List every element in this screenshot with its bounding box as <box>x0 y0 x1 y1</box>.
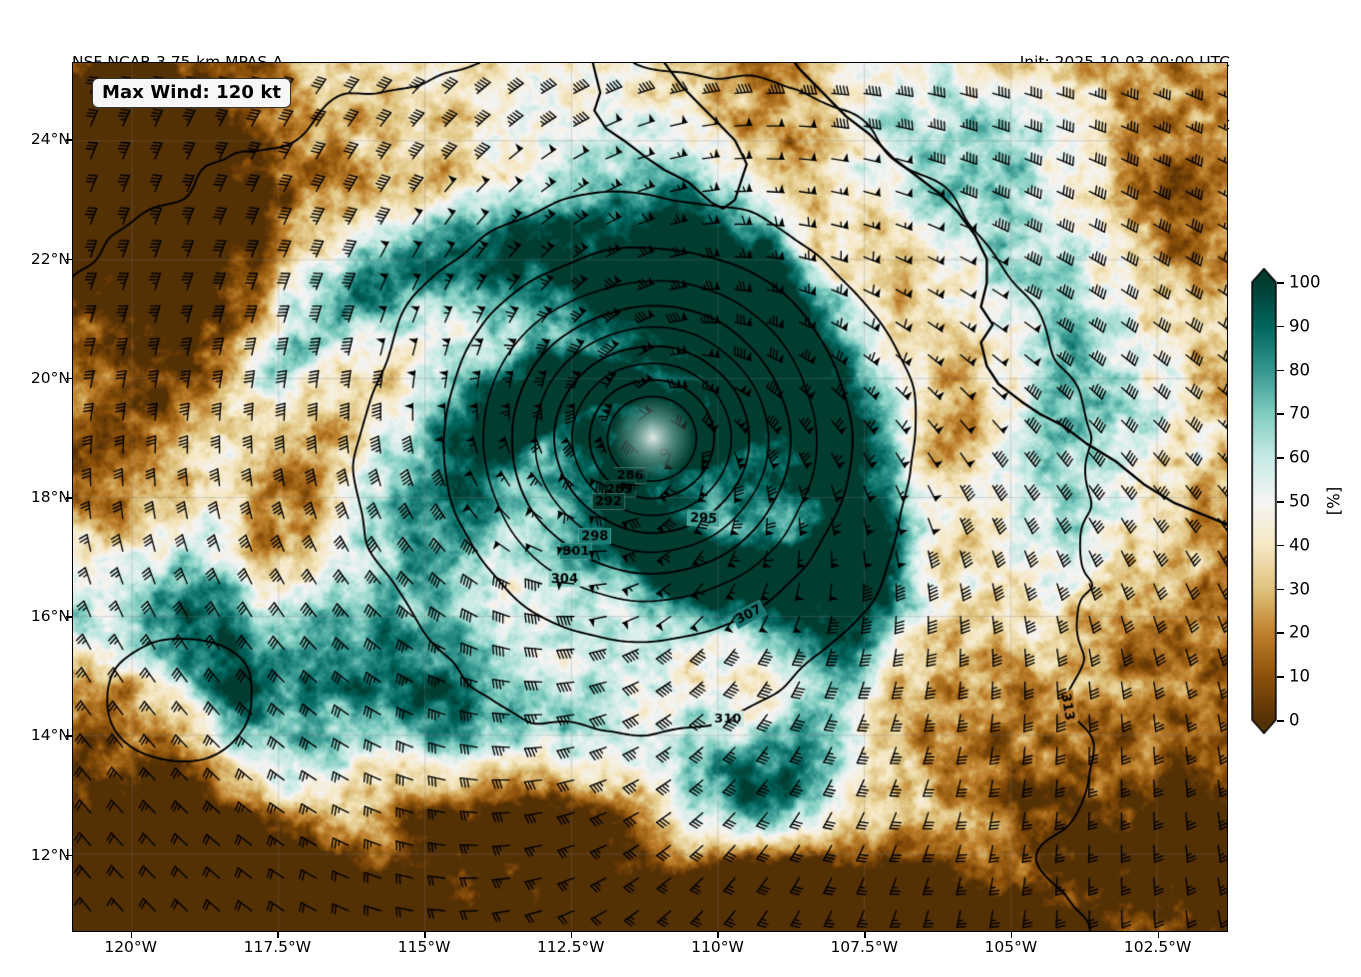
colorbar-tick-mark <box>1277 369 1284 372</box>
x-axis-tick-label: 112.5°W <box>537 938 605 956</box>
colorbar-tick-mark <box>1277 632 1284 634</box>
x-tick-mark <box>1157 932 1160 938</box>
x-axis-tick-label: 110°W <box>691 938 744 956</box>
x-axis-tick-label: 107.5°W <box>830 938 898 956</box>
colorbar-tick-label: 50 <box>1289 491 1310 511</box>
colorbar-tick-label: 30 <box>1289 579 1310 599</box>
colorbar-tick-label: 80 <box>1289 360 1310 380</box>
y-axis-tick-label: 24°N <box>30 130 70 149</box>
colorbar-tick-mark <box>1277 413 1284 415</box>
colorbar-unit-label: [%] <box>1324 486 1344 516</box>
colorbar-tick-label: 20 <box>1289 622 1310 642</box>
y-tick-mark <box>66 616 72 618</box>
x-tick-mark <box>1010 932 1013 938</box>
y-axis-tick-label: 22°N <box>30 249 70 268</box>
y-tick-mark <box>66 735 72 737</box>
max-wind-annotation: Max Wind: 120 kt <box>92 78 292 108</box>
y-tick-mark <box>66 854 72 857</box>
y-tick-mark <box>66 377 72 380</box>
x-axis-tick-label: 102.5°W <box>1123 938 1192 956</box>
colorbar-tick-mark <box>1277 720 1284 722</box>
relative-humidity-map <box>73 63 1227 931</box>
colorbar-tick-mark <box>1277 282 1284 284</box>
x-tick-mark <box>130 932 133 938</box>
x-axis-tick-label: 117.5°W <box>243 938 312 956</box>
x-tick-mark <box>424 932 426 938</box>
colorbar-tick-mark <box>1277 501 1284 503</box>
colorbar-gradient <box>1251 268 1277 734</box>
colorbar-tick-label: 70 <box>1289 403 1310 423</box>
colorbar-tick-mark <box>1277 676 1284 678</box>
y-axis-tick-label: 12°N <box>30 845 70 864</box>
colorbar-tick-label: 60 <box>1289 447 1310 467</box>
colorbar-tick-mark <box>1277 325 1284 328</box>
colorbar-tick-label: 90 <box>1289 316 1310 336</box>
x-axis-tick-label: 120°W <box>104 938 158 956</box>
y-tick-mark <box>66 497 72 499</box>
x-axis-tick-label: 115°W <box>397 938 451 956</box>
colorbar-tick-label: 40 <box>1289 535 1310 555</box>
y-axis-tick-label: 18°N <box>30 488 70 506</box>
x-axis-tick-label: 105°W <box>984 938 1038 956</box>
y-axis-tick-label: 14°N <box>30 726 70 745</box>
x-tick-mark <box>570 932 573 938</box>
x-tick-mark <box>277 932 279 938</box>
colorbar: [%] 0 10 20 30 40 50 60 70 80 90 100 <box>1251 268 1361 734</box>
x-tick-mark <box>717 932 719 938</box>
colorbar-tick-mark <box>1277 588 1284 591</box>
x-tick-mark <box>864 932 866 938</box>
colorbar-tick-label: 10 <box>1289 666 1310 686</box>
map-plot-area <box>72 62 1228 932</box>
y-axis-tick-label: 20°N <box>30 368 70 387</box>
colorbar-tick-label: 0 <box>1289 710 1300 730</box>
colorbar-tick-mark <box>1277 544 1284 547</box>
colorbar-tick-label: 100 <box>1289 272 1321 292</box>
y-tick-mark <box>66 258 72 261</box>
y-tick-mark <box>66 139 72 141</box>
y-axis-tick-label: 16°N <box>30 607 70 626</box>
colorbar-tick-mark <box>1277 457 1284 459</box>
